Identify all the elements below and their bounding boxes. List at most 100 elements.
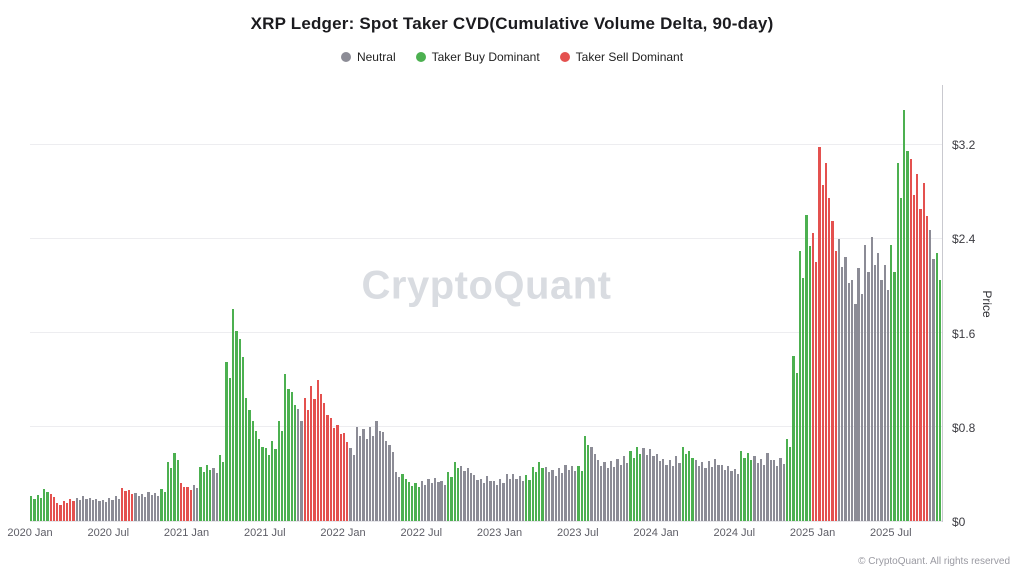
plot-area[interactable]: CryptoQuant bbox=[30, 85, 943, 522]
bar bbox=[199, 85, 206, 521]
bar bbox=[883, 85, 891, 521]
bar bbox=[844, 85, 851, 521]
bar bbox=[368, 85, 376, 521]
x-tick-label: 2025 Jan bbox=[789, 527, 836, 539]
bar bbox=[635, 85, 643, 521]
bar bbox=[668, 85, 676, 521]
bar bbox=[407, 85, 415, 521]
y-tick-label: $0 bbox=[952, 515, 966, 529]
bar bbox=[824, 85, 832, 521]
bar bbox=[433, 85, 441, 521]
bar bbox=[460, 85, 467, 521]
legend-label-taker-sell: Taker Sell Dominant bbox=[575, 50, 684, 64]
bar bbox=[564, 85, 571, 521]
bar bbox=[772, 85, 780, 521]
bar bbox=[583, 85, 591, 521]
bar bbox=[688, 85, 695, 521]
bar bbox=[453, 85, 461, 521]
bar bbox=[186, 85, 193, 521]
bar bbox=[153, 85, 161, 521]
bar bbox=[147, 85, 154, 521]
bar bbox=[629, 85, 636, 521]
bar bbox=[420, 85, 428, 521]
x-tick-label: 2024 Jan bbox=[633, 527, 679, 539]
bar bbox=[238, 85, 246, 521]
bar bbox=[935, 85, 943, 521]
bar bbox=[499, 85, 506, 521]
bar bbox=[166, 85, 174, 521]
bar bbox=[811, 85, 819, 521]
gridline bbox=[30, 331, 943, 333]
bar bbox=[271, 85, 278, 521]
bar bbox=[662, 85, 669, 521]
bar bbox=[381, 85, 389, 521]
bar bbox=[134, 85, 141, 521]
bar bbox=[837, 85, 845, 521]
bar bbox=[316, 85, 324, 521]
legend-item-taker-buy[interactable]: Taker Buy Dominant bbox=[415, 50, 540, 64]
taker-buy-dot-icon bbox=[415, 52, 426, 62]
legend-label-taker-buy: Taker Buy Dominant bbox=[431, 50, 540, 64]
bar bbox=[95, 85, 102, 521]
x-axis: 2020 Jan 2020 Jul 2021 Jan 2021 Jul 2022 Jan… bbox=[7, 527, 943, 543]
bar bbox=[479, 85, 487, 521]
bar bbox=[818, 85, 825, 521]
bar bbox=[551, 85, 558, 521]
y-tick-label: $1.6 bbox=[952, 326, 976, 341]
bar bbox=[192, 85, 200, 521]
bar bbox=[101, 85, 109, 521]
x-tick-label: 2025 Jul bbox=[870, 527, 912, 539]
bar bbox=[258, 85, 265, 521]
bar bbox=[394, 85, 402, 521]
bar bbox=[759, 85, 767, 521]
bar bbox=[922, 85, 930, 521]
bar bbox=[779, 85, 786, 521]
bar bbox=[82, 85, 89, 521]
bar bbox=[290, 85, 298, 521]
bar bbox=[577, 85, 584, 521]
y-tick-label: $3.2 bbox=[952, 138, 976, 153]
bar bbox=[733, 85, 741, 521]
bar bbox=[544, 85, 552, 521]
bar bbox=[205, 85, 213, 521]
x-tick-label: 2024 Jul bbox=[713, 527, 756, 539]
bar bbox=[538, 85, 545, 521]
bar bbox=[179, 85, 187, 521]
bar bbox=[121, 85, 128, 521]
bar-series bbox=[30, 85, 943, 521]
bar bbox=[88, 85, 96, 521]
x-tick-label: 2022 Jul bbox=[400, 527, 443, 539]
bar bbox=[798, 85, 806, 521]
bar bbox=[160, 85, 167, 521]
bar bbox=[714, 85, 721, 521]
bar bbox=[375, 85, 382, 521]
legend-item-neutral[interactable]: Neutral bbox=[340, 50, 396, 64]
bar bbox=[303, 85, 311, 521]
bar bbox=[609, 85, 617, 521]
bar bbox=[75, 85, 83, 521]
bar bbox=[173, 85, 180, 521]
bar bbox=[831, 85, 838, 521]
bar bbox=[284, 85, 291, 521]
bar bbox=[596, 85, 604, 521]
bar bbox=[473, 85, 480, 521]
bar bbox=[505, 85, 513, 521]
bar bbox=[727, 85, 734, 521]
x-tick-label: 2023 Jan bbox=[476, 527, 523, 539]
gridline bbox=[30, 425, 943, 427]
bar bbox=[127, 85, 135, 521]
bar bbox=[792, 85, 799, 521]
bar bbox=[297, 85, 304, 521]
bar bbox=[414, 85, 421, 521]
legend-item-taker-sell[interactable]: Taker Sell Dominant bbox=[559, 50, 684, 64]
bar bbox=[590, 85, 597, 521]
bar bbox=[218, 85, 226, 521]
gridline bbox=[30, 237, 943, 239]
bar bbox=[69, 85, 76, 521]
bar bbox=[329, 85, 337, 521]
bar bbox=[570, 85, 578, 521]
bar bbox=[212, 85, 219, 521]
y-axis-title: Price bbox=[980, 289, 994, 318]
bar bbox=[707, 85, 715, 521]
bar bbox=[909, 85, 917, 521]
